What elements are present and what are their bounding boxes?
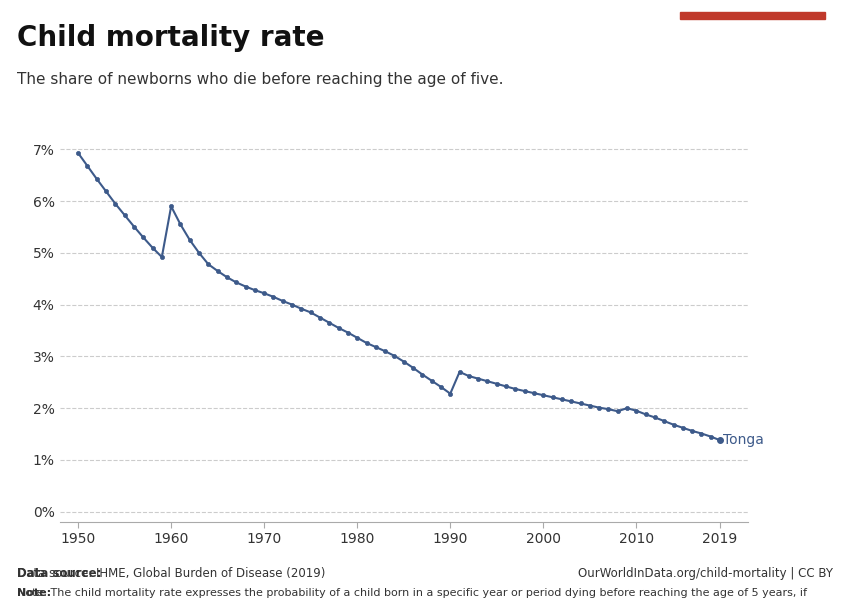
Text: Data source: IHME, Global Burden of Disease (2019): Data source: IHME, Global Burden of Dise… (17, 567, 326, 580)
Text: The share of newborns who die before reaching the age of five.: The share of newborns who die before rea… (17, 72, 503, 87)
Text: Data source:: Data source: (17, 567, 101, 580)
Text: Child mortality rate: Child mortality rate (17, 24, 325, 52)
Bar (680, 12, 824, 19)
Text: Tonga: Tonga (722, 433, 764, 447)
Text: in Data: in Data (730, 50, 774, 60)
Text: OurWorldInData.org/child-mortality | CC BY: OurWorldInData.org/child-mortality | CC … (578, 567, 833, 580)
Text: Our World: Our World (721, 31, 784, 41)
Text: Note:: Note: (17, 588, 51, 598)
Text: Note: The child mortality rate expresses the probability of a child born in a sp: Note: The child mortality rate expresses… (17, 588, 807, 600)
